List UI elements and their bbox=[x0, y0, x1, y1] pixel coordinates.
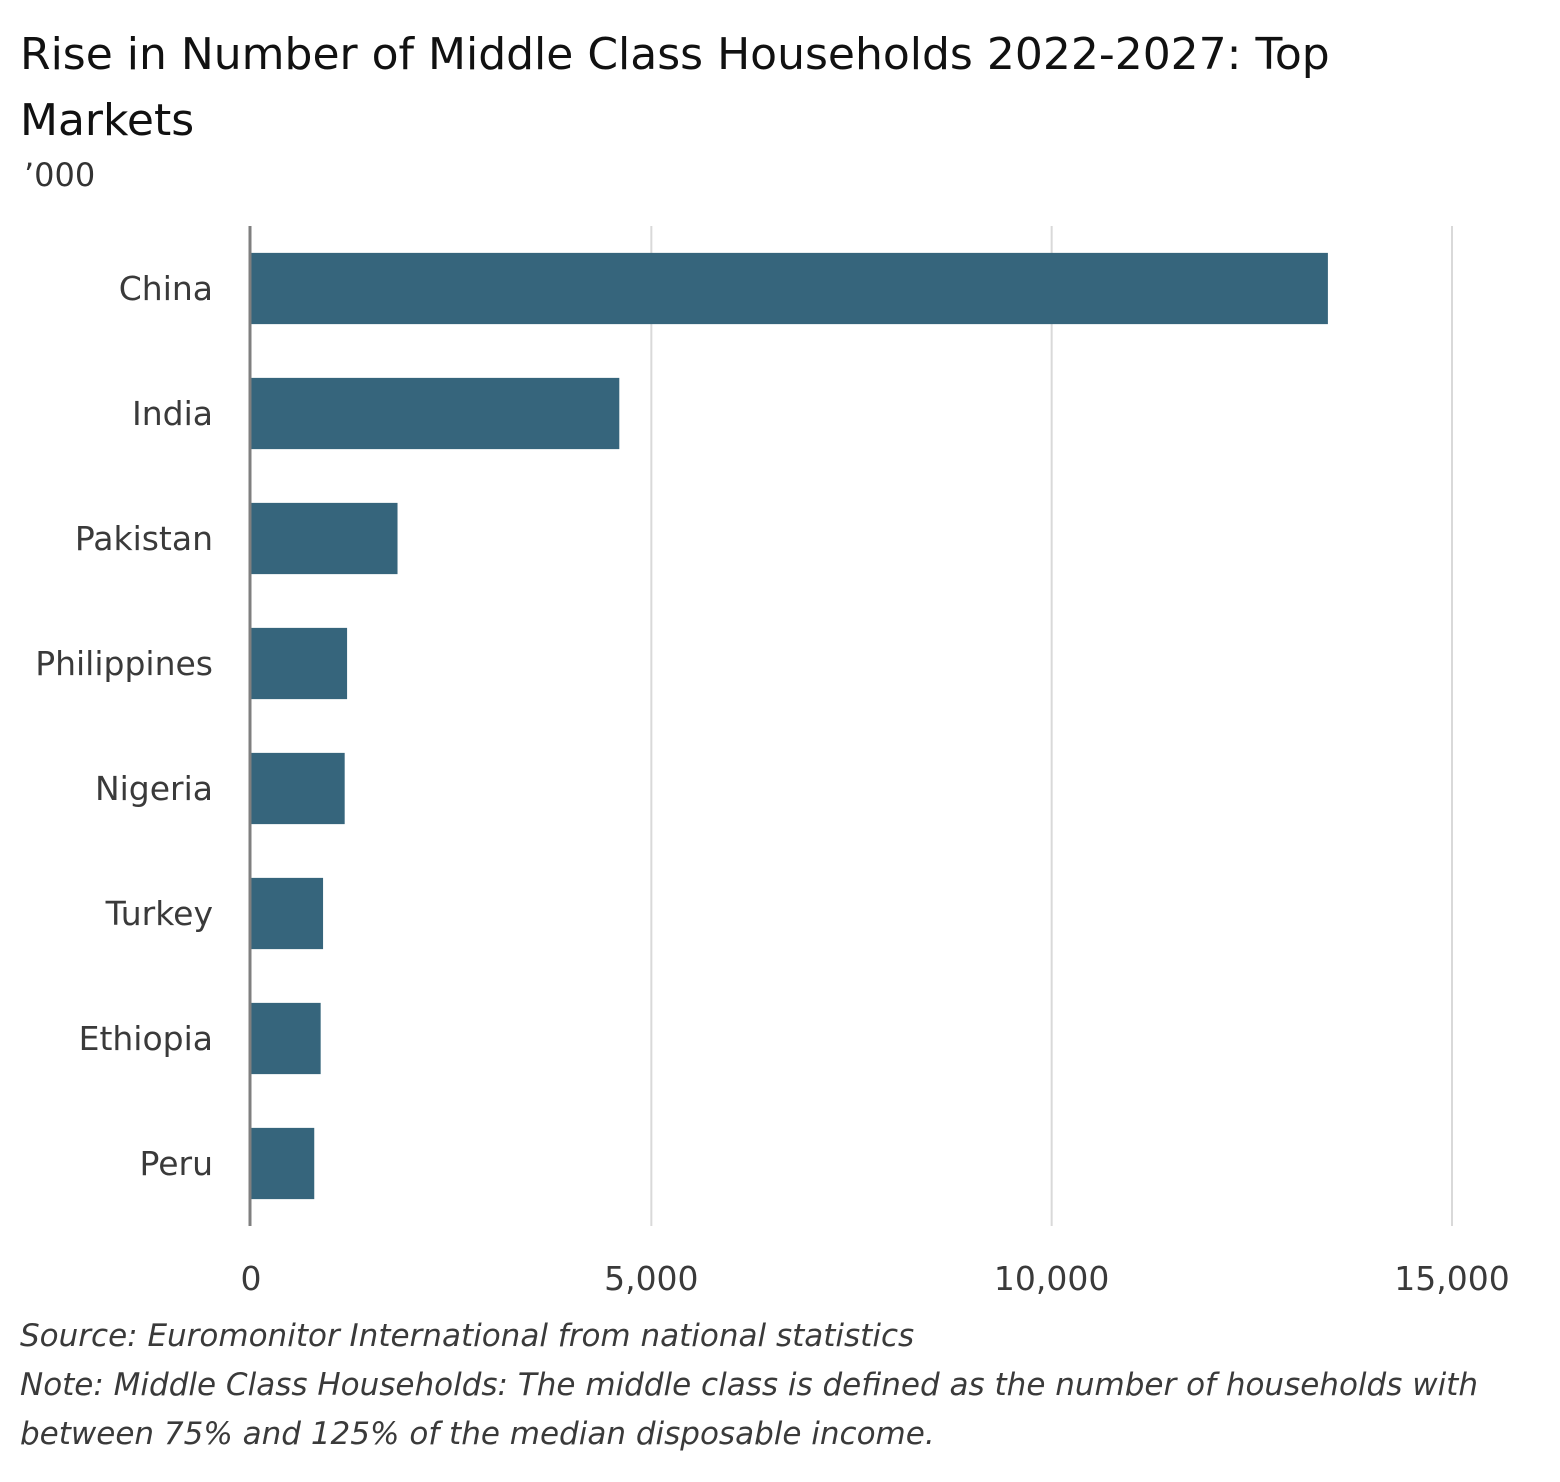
category-label-pakistan: Pakistan bbox=[75, 519, 213, 558]
chart-unit-label: ’000 bbox=[24, 156, 96, 194]
definition-note: Note: Middle Class Households: The middl… bbox=[20, 1367, 1478, 1452]
x-tick-label-0: 0 bbox=[241, 1259, 262, 1298]
category-label-nigeria: Nigeria bbox=[95, 769, 213, 808]
bar-peru bbox=[251, 1127, 315, 1200]
bar-nigeria bbox=[251, 752, 345, 825]
x-tick-label-2: 10,000 bbox=[994, 1259, 1109, 1298]
chart-title: Rise in Number of Middle Class Household… bbox=[20, 29, 1330, 146]
bar-philippines bbox=[251, 627, 348, 700]
category-label-china: China bbox=[119, 269, 213, 308]
bar-china bbox=[251, 252, 1328, 325]
bar-chart: China India Pakistan Philippines Nigeria Turk… bbox=[35, 226, 1510, 1298]
category-label-peru: Peru bbox=[139, 1144, 213, 1183]
category-label-ethiopia: Ethiopia bbox=[79, 1019, 213, 1058]
x-tick-label-1: 5,000 bbox=[604, 1259, 698, 1298]
source-note: Source: Euromonitor International from n… bbox=[20, 1318, 915, 1354]
category-label-philippines: Philippines bbox=[35, 644, 213, 683]
tick-labels: 0 5,000 10,000 15,000 bbox=[241, 1259, 1510, 1298]
x-tick-label-3: 15,000 bbox=[1394, 1259, 1509, 1298]
gridlines bbox=[650, 226, 1453, 1226]
bars bbox=[251, 252, 1328, 1200]
bar-india bbox=[251, 377, 620, 450]
category-labels: China India Pakistan Philippines Nigeria Turk… bbox=[35, 269, 213, 1183]
bar-ethiopia bbox=[251, 1002, 321, 1075]
category-label-india: India bbox=[132, 394, 213, 433]
category-label-turkey: Turkey bbox=[105, 894, 213, 933]
bar-pakistan bbox=[251, 502, 398, 575]
bar-turkey bbox=[251, 877, 324, 950]
